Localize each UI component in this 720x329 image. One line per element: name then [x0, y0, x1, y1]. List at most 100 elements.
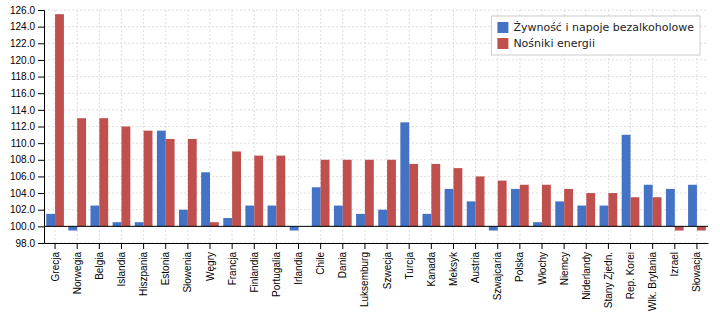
legend-swatch — [497, 22, 508, 33]
tick-mark — [38, 193, 44, 194]
tick-label: 98.0 — [16, 238, 36, 249]
tick-mark — [608, 243, 609, 249]
legend-label: Żywność i napoje bezalkoholowe — [513, 21, 694, 34]
tick: Meksyk — [448, 243, 459, 286]
tick: Estonia — [160, 243, 171, 285]
tick-mark — [38, 226, 44, 227]
tick-label: 124.0 — [10, 21, 35, 32]
tick-mark — [38, 110, 44, 111]
tick: Izrael — [669, 243, 680, 276]
tick-label: Hiszpania — [138, 252, 149, 296]
tick-label: Węgry — [205, 252, 216, 281]
tick-label: Belgia — [94, 252, 105, 280]
bar — [511, 189, 520, 226]
bar — [113, 222, 122, 226]
bar — [276, 156, 285, 227]
tick-label: Portugalia — [271, 252, 282, 297]
bar — [467, 201, 476, 226]
bar — [600, 206, 609, 227]
tick: Szwecja — [382, 243, 393, 289]
tick: Dania — [337, 243, 348, 278]
bar — [312, 187, 321, 226]
tick: Rep. Korei — [625, 243, 636, 299]
tick-label: Turcja — [404, 252, 415, 280]
tick-mark — [475, 243, 476, 249]
bar — [409, 164, 418, 226]
tick: Luksemburg — [359, 243, 370, 307]
grid-line — [44, 76, 708, 77]
bar — [290, 226, 299, 230]
bar — [387, 160, 396, 227]
bar — [157, 131, 166, 227]
y-axis: 98.0100.0102.0104.0106.0108.0110.0112.01… — [10, 5, 45, 249]
tick-mark — [38, 160, 44, 161]
bar — [697, 226, 706, 230]
chart: 98.0100.0102.0104.0106.0108.0110.0112.01… — [0, 0, 720, 329]
tick-mark — [298, 243, 299, 249]
grid — [44, 10, 708, 243]
tick: 124.0 — [10, 21, 44, 32]
bar — [334, 206, 343, 227]
legend-item: Nośniki energii — [497, 37, 595, 50]
bar — [144, 131, 153, 227]
tick: Portugalia — [271, 243, 282, 297]
x-axis: GrecjaNorwegiaBelgiaIslandiaHiszpaniaEst… — [45, 243, 709, 311]
bar — [608, 193, 617, 226]
baseline — [44, 226, 708, 227]
tick-mark — [652, 243, 653, 249]
bar — [555, 201, 564, 226]
tick-mark — [586, 243, 587, 249]
plot: 98.0100.0102.0104.0106.0108.0110.0112.01… — [10, 5, 709, 311]
tick-mark — [38, 60, 44, 61]
bar — [321, 160, 330, 227]
tick: Belgia — [94, 243, 105, 280]
tick-label: Meksyk — [448, 251, 459, 286]
tick-mark — [320, 243, 321, 249]
tick-mark — [519, 243, 520, 249]
tick-label: Austria — [470, 252, 481, 284]
tick-label: Stany Zjedn. — [603, 252, 614, 308]
tick-mark — [232, 243, 233, 249]
tick-mark — [38, 43, 44, 44]
bar — [431, 164, 440, 226]
bar — [46, 214, 55, 226]
grid-line — [298, 10, 299, 243]
tick: 116.0 — [11, 88, 44, 99]
tick: Austria — [470, 243, 481, 283]
tick-mark — [143, 243, 144, 249]
tick-mark — [165, 243, 166, 249]
tick-mark — [564, 243, 565, 249]
tick-mark — [55, 243, 56, 249]
tick: 104.0 — [10, 188, 44, 199]
legend: Żywność i napoje bezalkoholowe Nośniki en… — [491, 16, 700, 55]
bar — [365, 160, 374, 227]
bar — [232, 151, 241, 226]
tick-label: 118.0 — [11, 71, 36, 82]
bar — [77, 118, 86, 226]
tick-mark — [254, 243, 255, 249]
tick-mark — [674, 243, 675, 249]
tick: Grecja — [50, 243, 61, 281]
bar — [445, 189, 454, 226]
tick-label: 120.0 — [10, 55, 35, 66]
tick-label: Szwajcaria — [492, 252, 503, 301]
tick: Wlk. Brytania — [647, 243, 658, 311]
tick-label: 106.0 — [10, 171, 35, 182]
tick-label: Finlandia — [249, 252, 260, 293]
tick-label: Estonia — [160, 252, 171, 286]
bar — [577, 206, 586, 227]
bar — [90, 206, 99, 227]
tick: 110.0 — [11, 138, 44, 149]
tick-label: 116.0 — [11, 88, 36, 99]
tick-mark — [77, 243, 78, 249]
bar — [520, 185, 529, 227]
tick-mark — [38, 77, 44, 78]
bar — [666, 189, 675, 226]
tick-label: Wlk. Brytania — [647, 252, 658, 311]
bar — [586, 193, 595, 226]
tick: Włochy — [537, 243, 548, 285]
marks — [44, 14, 708, 230]
bar — [675, 226, 684, 230]
tick-mark — [187, 243, 188, 249]
bar — [631, 197, 640, 226]
